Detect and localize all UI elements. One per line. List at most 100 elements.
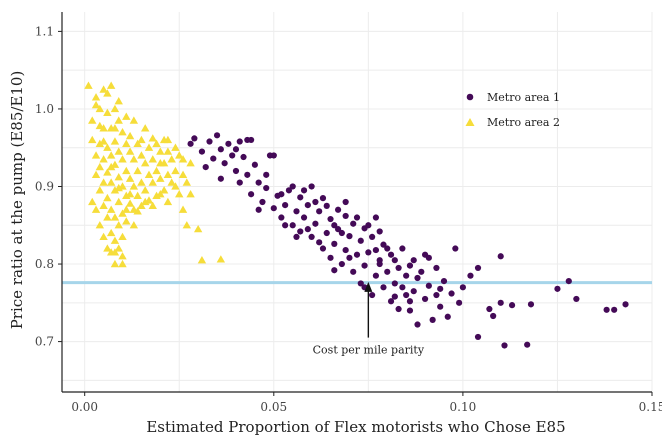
data-point-triangle: [141, 186, 150, 194]
data-point-circle: [270, 152, 277, 159]
data-point-triangle: [106, 228, 116, 237]
data-point-triangle: [114, 183, 123, 192]
data-point-circle: [327, 254, 334, 261]
data-point-circle: [282, 222, 289, 229]
data-point-circle: [501, 342, 508, 349]
data-point-circle: [440, 278, 448, 285]
data-point-circle: [459, 284, 466, 291]
data-point-circle: [433, 291, 440, 299]
parity-annotation: Cost per mile parity: [313, 281, 425, 357]
data-point-triangle: [103, 213, 112, 221]
data-point-circle: [622, 301, 629, 308]
data-point-triangle: [110, 137, 120, 145]
data-point-circle: [353, 214, 361, 221]
data-point-circle: [225, 140, 232, 147]
data-point-circle: [380, 241, 387, 248]
data-point-circle: [395, 264, 402, 272]
data-point-triangle: [129, 155, 139, 163]
data-point-circle: [573, 295, 580, 303]
data-point-triangle: [193, 224, 203, 233]
data-point-triangle: [171, 143, 180, 151]
data-point-triangle: [182, 221, 192, 229]
data-point-triangle: [114, 172, 123, 181]
data-point-triangle: [99, 232, 108, 241]
x-tick-label: 0.00: [71, 400, 98, 414]
y-tick-label: 1.1: [35, 24, 54, 38]
data-point-circle: [297, 228, 304, 235]
data-point-circle: [369, 291, 376, 299]
data-point-circle: [406, 262, 414, 269]
data-point-triangle: [178, 155, 188, 163]
data-point-triangle: [118, 128, 127, 136]
data-point-triangle: [122, 217, 131, 225]
data-point-circle: [387, 298, 395, 305]
data-point-circle: [342, 212, 349, 220]
legend-marker-metro-area-2: [465, 118, 475, 126]
data-point-circle: [444, 313, 451, 320]
data-point-circle: [365, 222, 372, 229]
data-point-circle: [391, 257, 398, 264]
data-point-circle: [312, 198, 319, 206]
data-point-circle: [236, 179, 243, 186]
data-point-triangle: [152, 139, 161, 147]
data-point-triangle: [114, 116, 123, 124]
data-point-circle: [387, 251, 395, 258]
data-point-circle: [497, 299, 504, 306]
data-point-triangle: [95, 121, 105, 130]
data-point-circle: [293, 208, 300, 215]
data-point-circle: [425, 282, 432, 289]
data-point-triangle: [156, 147, 165, 155]
data-point-triangle: [197, 255, 207, 264]
data-point-circle: [448, 290, 455, 297]
data-point-triangle: [137, 178, 146, 186]
data-point-circle: [474, 333, 482, 341]
data-point-circle: [244, 171, 251, 178]
data-point-triangle: [103, 143, 112, 151]
data-point-circle: [331, 240, 338, 247]
data-point-circle: [406, 298, 414, 305]
data-point-circle: [565, 278, 572, 285]
data-point-triangle: [106, 162, 116, 171]
data-point-circle: [486, 305, 493, 313]
data-point-circle: [217, 175, 224, 182]
data-point-circle: [418, 268, 425, 275]
data-point-circle: [490, 312, 497, 320]
data-point-circle: [236, 138, 243, 145]
data-point-circle: [395, 305, 402, 313]
data-point-circle: [350, 220, 357, 227]
data-point-circle: [263, 171, 270, 178]
data-point-triangle: [91, 170, 101, 179]
data-point-triangle: [148, 134, 157, 142]
data-point-triangle: [110, 236, 120, 244]
data-point-circle: [611, 306, 618, 313]
data-point-circle: [391, 293, 398, 300]
data-point-circle: [357, 237, 364, 244]
data-point-circle: [437, 303, 444, 310]
data-point-circle: [369, 233, 376, 240]
data-point-circle: [452, 245, 459, 252]
data-point-circle: [293, 233, 300, 240]
legend-label-metro-area-1: Metro area 1: [487, 91, 560, 104]
data-point-triangle: [118, 209, 127, 217]
data-point-triangle: [88, 135, 97, 144]
data-point-circle: [342, 198, 349, 206]
data-point-circle: [338, 260, 345, 268]
data-point-circle: [191, 135, 198, 142]
data-point-triangle: [110, 104, 120, 113]
data-point-circle: [255, 206, 262, 213]
data-point-circle: [316, 239, 323, 246]
data-point-triangle: [129, 116, 139, 124]
data-point-circle: [316, 208, 323, 215]
data-point-circle: [323, 202, 330, 209]
data-points: [84, 81, 629, 349]
data-point-circle: [240, 153, 247, 161]
data-point-triangle: [95, 186, 105, 194]
data-point-triangle: [118, 232, 127, 241]
data-point-circle: [357, 280, 364, 287]
data-point-triangle: [122, 112, 131, 120]
data-point-circle: [603, 306, 610, 313]
data-point-triangle: [137, 151, 146, 159]
data-point-triangle: [122, 166, 131, 175]
legend: Metro area 1 Metro area 2: [465, 91, 560, 129]
data-point-triangle: [91, 93, 101, 101]
